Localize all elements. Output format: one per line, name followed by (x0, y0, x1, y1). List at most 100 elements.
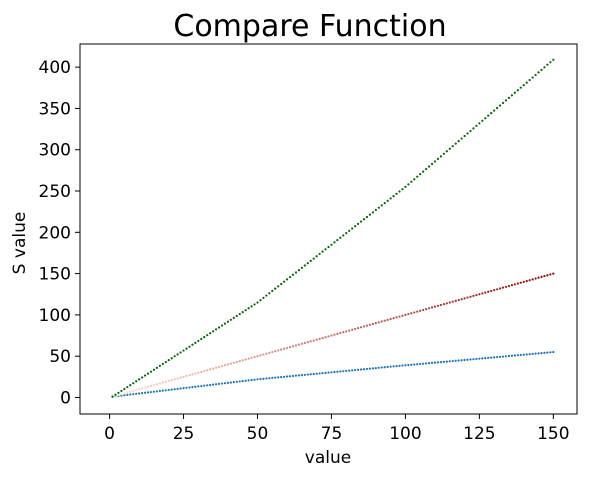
data-point (149, 384, 153, 388)
data-point (336, 238, 339, 242)
data-point (244, 379, 247, 382)
data-point (176, 377, 179, 380)
data-point (510, 354, 514, 357)
x-tick-label: 75 (321, 424, 343, 444)
data-point (327, 245, 330, 249)
chart-title: Compare Function (173, 9, 446, 44)
data-point (223, 322, 227, 325)
data-point (478, 357, 481, 360)
data-point (206, 384, 209, 387)
data-point (386, 365, 389, 369)
data-point (235, 360, 238, 364)
data-point (309, 373, 312, 376)
data-point (543, 351, 546, 354)
data-point (377, 206, 380, 209)
data-point (457, 298, 460, 302)
data-point (528, 78, 531, 82)
data-point (374, 322, 377, 325)
data-point (135, 392, 138, 395)
data-point (315, 255, 318, 258)
data-point (111, 395, 114, 398)
data-point (362, 218, 366, 221)
data-point (365, 324, 369, 327)
data-point (510, 94, 514, 97)
data-point (268, 292, 271, 295)
data-point (416, 175, 419, 178)
data-point (549, 273, 552, 276)
data-marks (111, 58, 555, 398)
data-point (179, 376, 182, 379)
data-point (484, 291, 487, 294)
data-point (226, 381, 230, 384)
data-point (439, 303, 443, 307)
data-point (469, 358, 472, 361)
y-tick-label: 50 (49, 347, 71, 367)
series-3 (111, 58, 555, 398)
data-point (132, 382, 135, 385)
data-point (229, 318, 232, 321)
data-point (472, 127, 475, 130)
data-point (188, 345, 191, 348)
data-point (481, 119, 484, 122)
data-point (433, 361, 437, 364)
data-point (419, 309, 422, 312)
data-point (120, 393, 123, 396)
data-point (285, 346, 289, 350)
data-point (303, 264, 306, 267)
data-point (247, 357, 250, 360)
data-point (448, 360, 451, 363)
data-point (336, 370, 339, 373)
data-point (498, 104, 502, 107)
data-point (422, 308, 425, 312)
data-point (507, 354, 511, 358)
data-point (235, 314, 238, 318)
data-point (460, 298, 463, 301)
data-point (419, 173, 422, 176)
data-point (123, 394, 126, 397)
data-point (203, 335, 206, 339)
data-point (268, 377, 271, 380)
data-point (407, 183, 410, 186)
data-point (365, 367, 369, 371)
data-point (356, 222, 360, 225)
data-point (141, 387, 144, 390)
data-point (531, 278, 534, 281)
data-point (368, 323, 372, 326)
data-point (392, 317, 395, 320)
data-point (534, 352, 537, 355)
data-point (442, 152, 445, 155)
data-point (487, 114, 490, 117)
data-point (374, 366, 377, 370)
data-point (439, 361, 443, 364)
data-point (182, 387, 185, 390)
data-point (294, 374, 298, 377)
data-point (389, 197, 392, 200)
data-point (404, 313, 407, 316)
data-point (513, 354, 516, 357)
data-point (277, 376, 280, 379)
data-point (277, 285, 280, 288)
data-point (200, 384, 203, 388)
data-point (126, 393, 129, 396)
plot-frame (79, 43, 578, 415)
data-point (138, 378, 141, 381)
data-point (294, 344, 298, 347)
data-point (487, 356, 490, 359)
data-point (220, 382, 224, 385)
data-point (507, 284, 511, 288)
data-point (297, 269, 301, 272)
data-point (345, 369, 348, 372)
data-point (294, 271, 298, 274)
data-point (247, 307, 250, 310)
data-point (300, 266, 303, 269)
data-point (410, 312, 413, 315)
data-point (256, 378, 259, 381)
data-point (537, 276, 540, 279)
data-point (158, 389, 161, 393)
data-point (368, 367, 372, 370)
data-point (336, 332, 339, 335)
data-point (138, 392, 141, 395)
data-point (504, 355, 508, 358)
data-point (330, 243, 333, 246)
data-point (223, 382, 227, 385)
